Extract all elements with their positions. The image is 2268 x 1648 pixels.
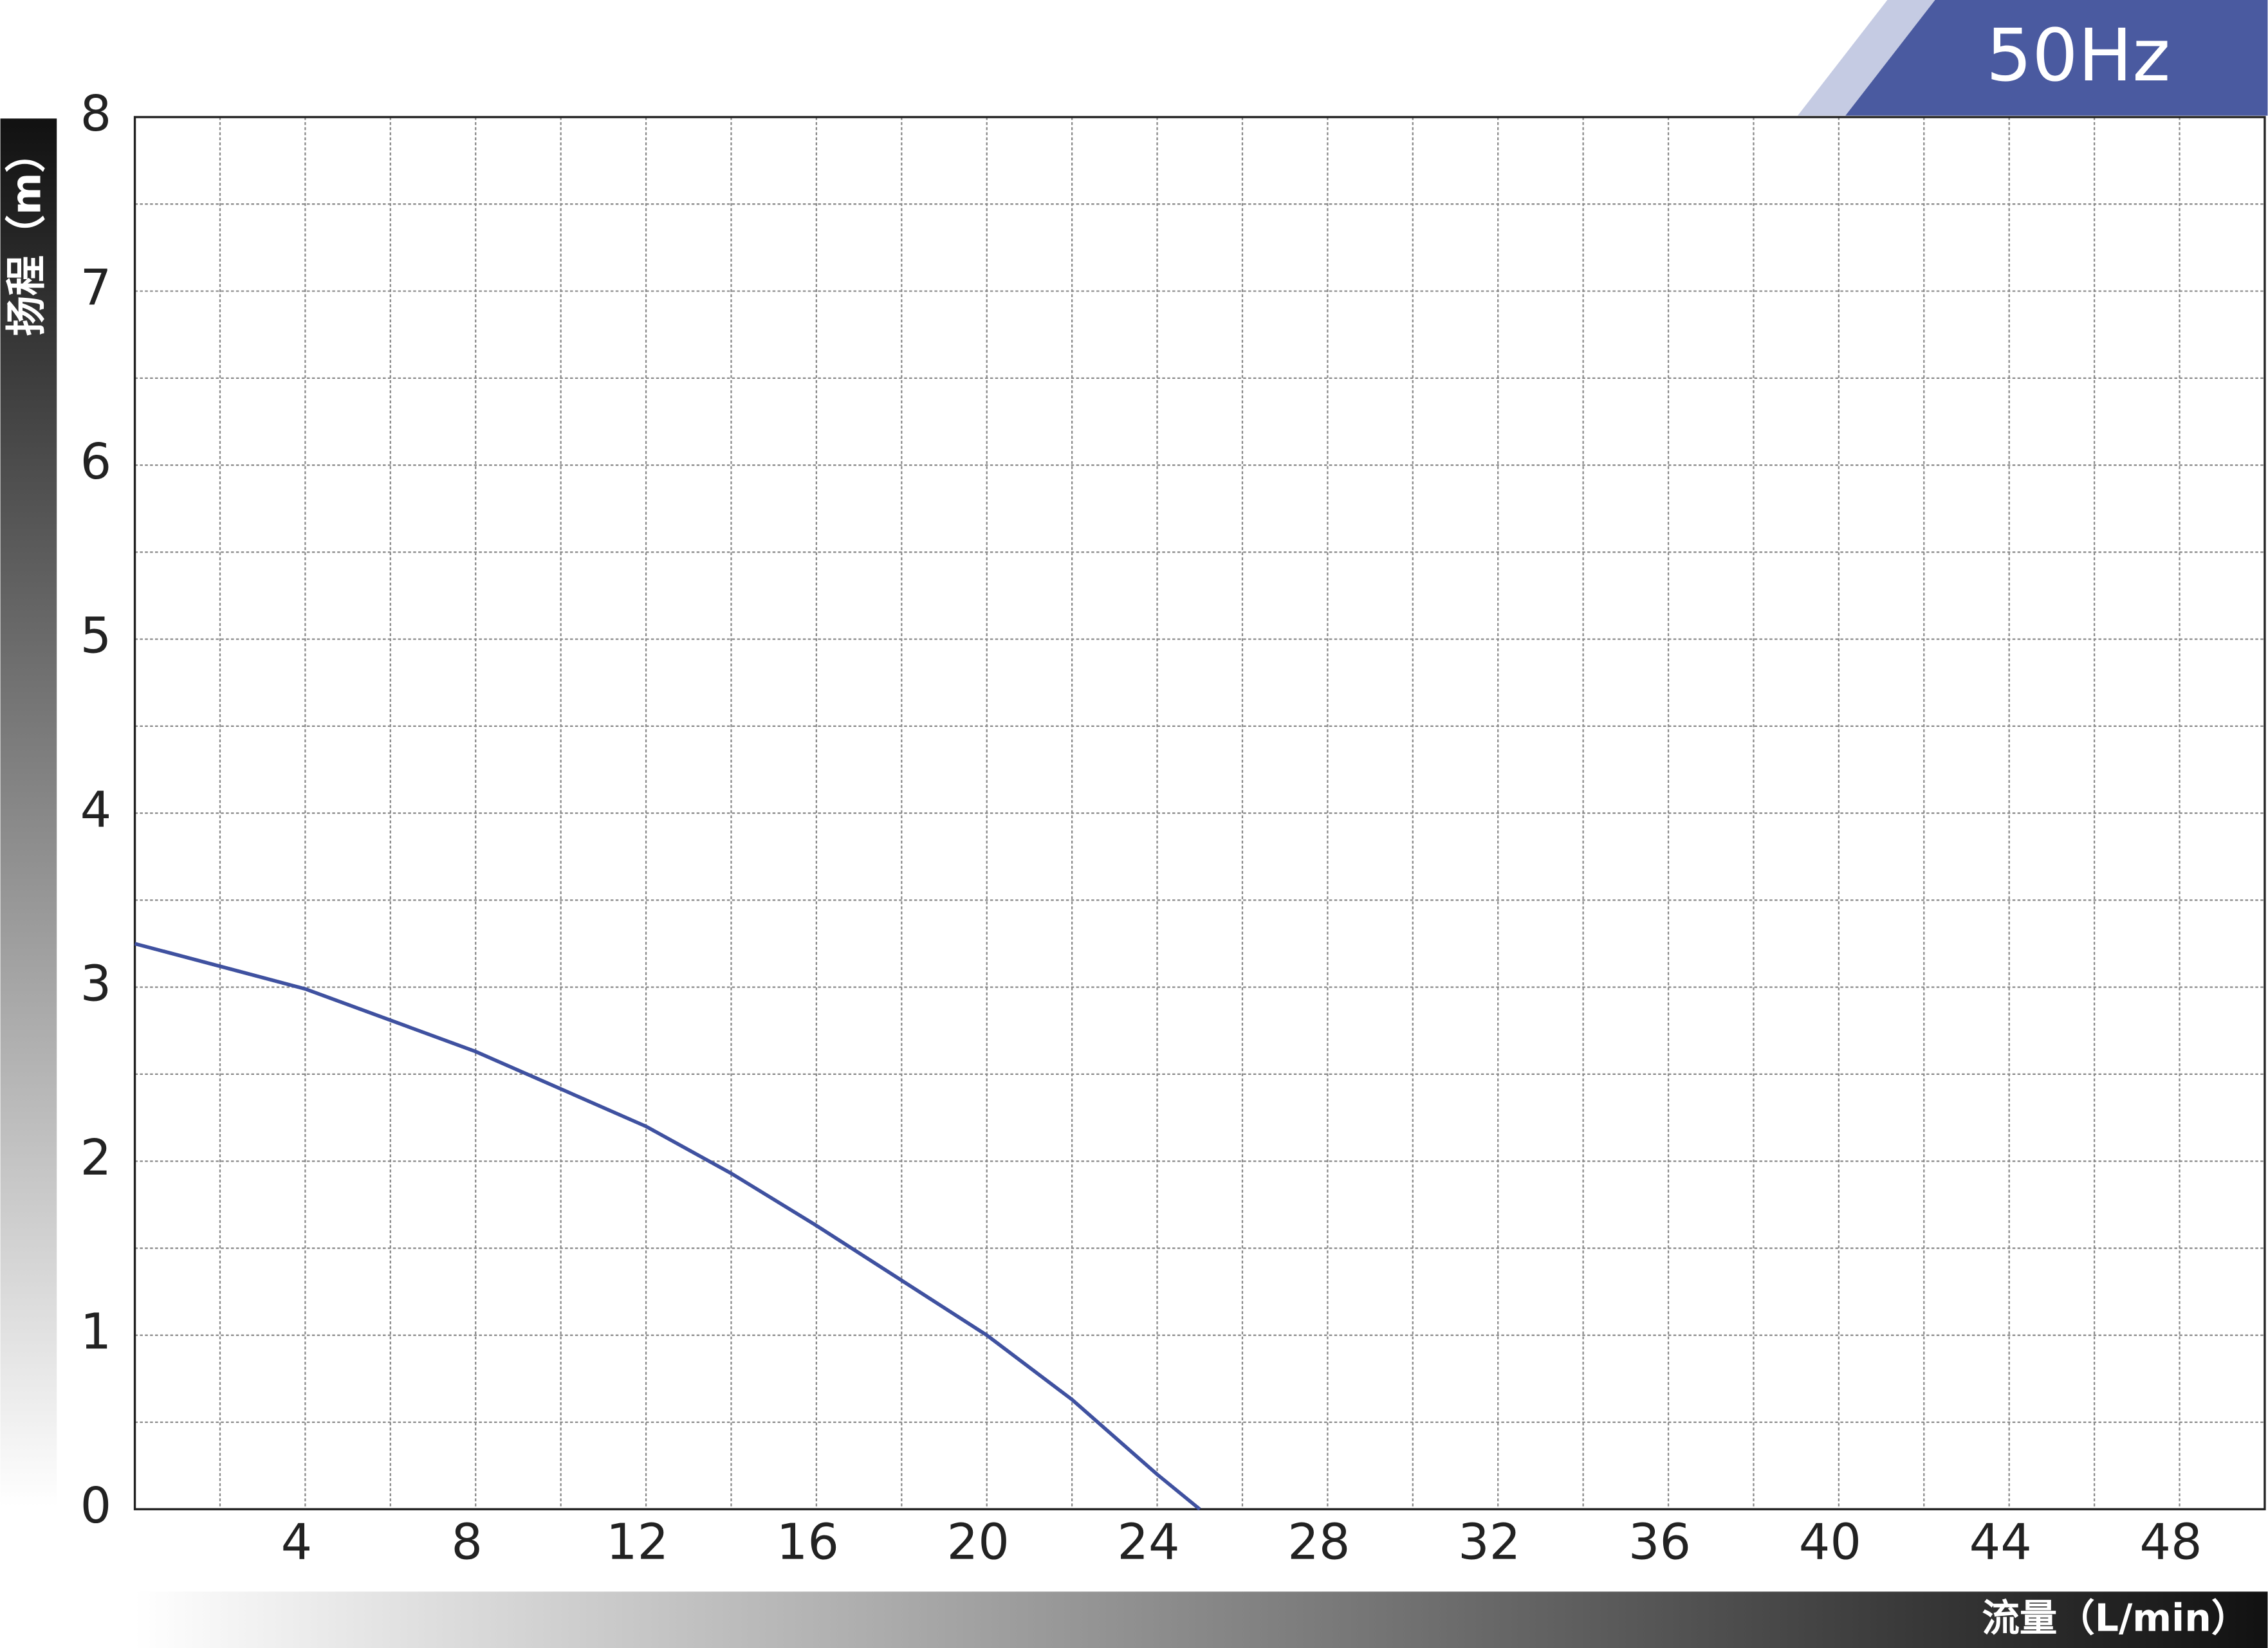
badge-stripe xyxy=(1798,0,1935,116)
y-tick-label: 0 xyxy=(80,1478,112,1535)
badge xyxy=(1845,0,2268,116)
badge-text: 50Hz xyxy=(1986,14,2170,98)
x-tick-label: 4 xyxy=(281,1514,313,1571)
x-tick-label: 16 xyxy=(777,1514,839,1571)
y-axis-label: 扬程（m） xyxy=(3,132,50,336)
y-tick-label: 4 xyxy=(80,782,112,839)
y-tick-label: 6 xyxy=(80,434,112,491)
x-tick-label: 44 xyxy=(1969,1514,2032,1571)
x-tick-label: 20 xyxy=(947,1514,1010,1571)
y-tick-label: 3 xyxy=(80,956,112,1013)
curve xyxy=(134,942,1201,1511)
y-tick-label: 2 xyxy=(80,1130,112,1187)
y-label-bar xyxy=(0,118,57,1506)
x-tick-label: 12 xyxy=(606,1514,668,1571)
x-label-bar xyxy=(134,1591,2268,1648)
x-tick-label: 40 xyxy=(1799,1514,1861,1571)
y-tick-label: 5 xyxy=(80,608,112,665)
y-tick-label: 7 xyxy=(80,260,112,317)
y-tick-label: 8 xyxy=(80,86,112,143)
x-tick-label: 28 xyxy=(1287,1514,1350,1571)
x-axis-label: 流量（L/min） xyxy=(1982,1596,2249,1640)
x-tick-label: 36 xyxy=(1628,1514,1691,1571)
x-tick-label: 8 xyxy=(451,1514,483,1571)
x-tick-label: 48 xyxy=(2139,1514,2202,1571)
x-tick-label: 24 xyxy=(1117,1514,1179,1571)
x-tick-label: 32 xyxy=(1458,1514,1520,1571)
y-tick-label: 1 xyxy=(80,1304,112,1361)
